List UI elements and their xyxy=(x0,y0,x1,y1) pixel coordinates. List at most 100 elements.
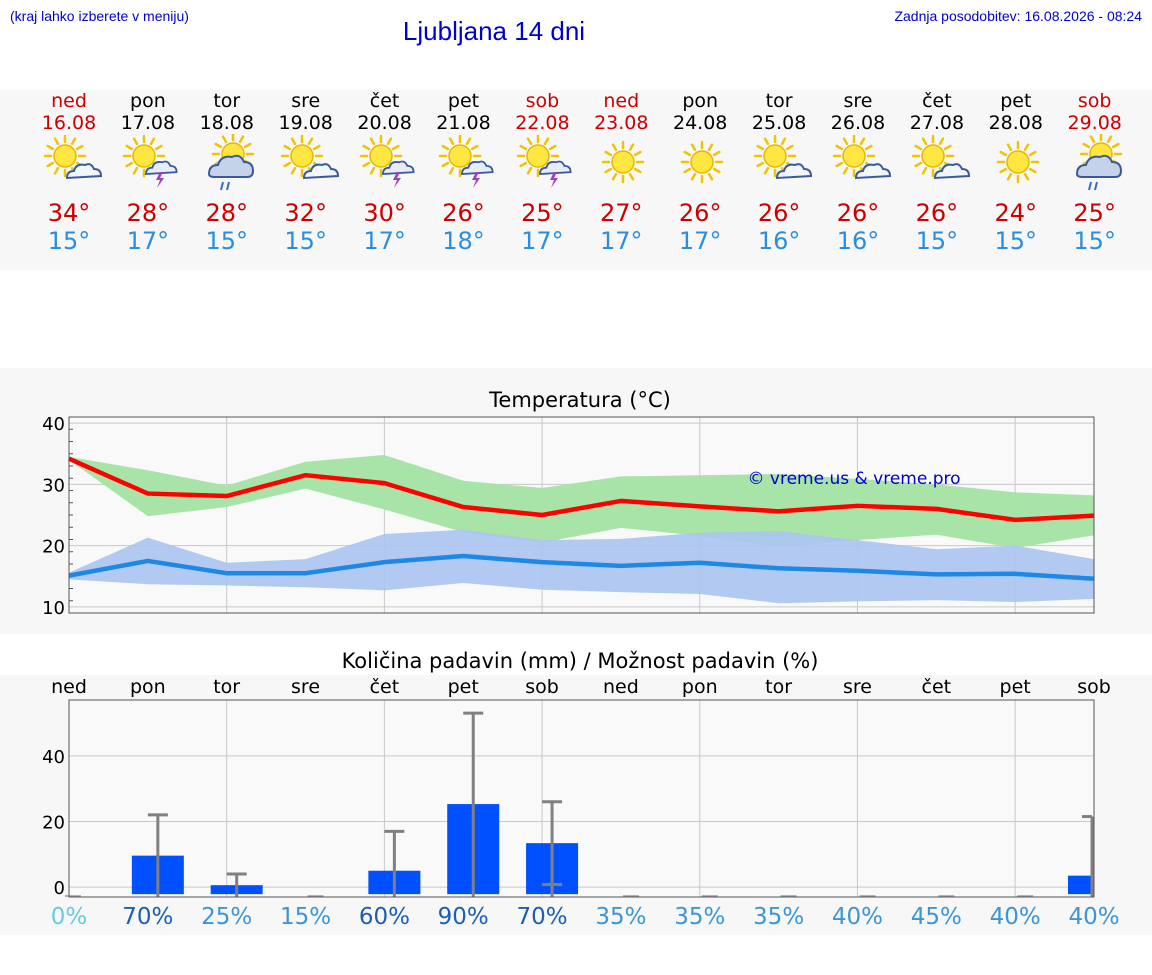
y-tick-label: 40 xyxy=(42,747,65,768)
day-name: pon xyxy=(682,90,719,112)
day-date: 17.08 xyxy=(120,112,176,134)
y-tick-label: 30 xyxy=(42,475,65,496)
min-temperature: 15° xyxy=(1073,227,1116,255)
plot-frame xyxy=(68,699,1095,898)
day-date: 16.08 xyxy=(41,112,97,134)
precipitation-probability: 35% xyxy=(674,904,726,930)
min-temperature-line xyxy=(68,553,1095,581)
x-tick-label: čet xyxy=(370,676,400,698)
x-tick-label: pon xyxy=(682,676,718,698)
x-tick-label: pet xyxy=(448,676,479,698)
max-temperature: 24° xyxy=(994,199,1038,227)
plot-area xyxy=(69,700,1094,897)
day-name: ned xyxy=(603,90,640,112)
min-temperature: 16° xyxy=(757,227,801,255)
max-temperature: 34° xyxy=(47,199,91,227)
max-temperature: 26° xyxy=(757,199,801,227)
min-temperature: 17° xyxy=(363,227,406,255)
sun-storm-icon xyxy=(512,134,576,194)
max-temperature-line xyxy=(68,456,1095,523)
precipitation-probability: 45% xyxy=(910,904,962,930)
max-temperature: 28° xyxy=(205,199,249,227)
day-name: čet xyxy=(922,90,952,112)
min-temperature: 15° xyxy=(284,227,327,255)
min-temperature: 15° xyxy=(915,227,959,255)
max-temperature: 25° xyxy=(1073,199,1116,227)
sun-storm-icon xyxy=(355,134,419,194)
location-hint: (kraj lahko izberete v meniju) xyxy=(10,8,189,24)
precipitation-probability: 90% xyxy=(437,904,489,930)
sun-cloud-icon xyxy=(907,134,971,194)
x-tick-label: tor xyxy=(213,676,240,698)
x-tick-label: sob xyxy=(1077,676,1111,698)
precipitation-probability: 60% xyxy=(358,904,410,930)
day-date: 27.08 xyxy=(909,112,965,134)
precipitation-probability: 35% xyxy=(595,904,647,930)
precipitation-probability: 15% xyxy=(279,904,332,930)
day-date: 21.08 xyxy=(436,112,491,134)
max-temperature: 26° xyxy=(678,199,722,227)
y-tick-label: 0 xyxy=(54,878,65,899)
page-title: Ljubljana 14 dni xyxy=(402,16,586,46)
day-name: sob xyxy=(525,90,560,112)
max-temperature: 26° xyxy=(442,199,485,227)
min-temperature: 17° xyxy=(678,227,722,255)
min-temperature: 17° xyxy=(126,227,170,255)
max-temperature: 26° xyxy=(836,199,880,227)
max-temperature: 26° xyxy=(915,199,959,227)
sun-icon xyxy=(591,134,655,194)
temperature-chart-title: Temperatura (°C) xyxy=(489,388,671,412)
day-date: 28.08 xyxy=(988,112,1043,134)
day-name: sre xyxy=(843,90,873,112)
sun-storm-icon xyxy=(118,134,182,194)
x-tick-label: tor xyxy=(765,676,792,698)
min-temperature: 15° xyxy=(47,227,91,255)
y-tick-label: 10 xyxy=(42,598,65,619)
min-temperature: 18° xyxy=(442,227,485,255)
day-date: 26.08 xyxy=(830,112,886,134)
day-name: pet xyxy=(1000,90,1032,112)
precipitation-bar xyxy=(1068,875,1094,895)
precipitation-probability: 70% xyxy=(122,904,174,930)
precipitation-probability: 70% xyxy=(516,904,568,930)
sun-rain-cloud-icon xyxy=(197,132,261,194)
min-temperature: 16° xyxy=(836,227,880,255)
day-name: tor xyxy=(765,90,793,112)
sun-icon xyxy=(670,134,734,194)
min-temperature: 15° xyxy=(994,227,1038,255)
precipitation-probability: 0% xyxy=(50,904,88,930)
last-update: Zadnja posodobitev: 16.08.2026 - 08:24 xyxy=(894,8,1142,24)
max-temperature: 25° xyxy=(521,199,564,227)
max-temperature: 30° xyxy=(363,199,406,227)
watermark: © vreme.us & vreme.pro xyxy=(747,469,960,489)
y-tick-label: 20 xyxy=(42,812,65,833)
precipitation-probability: 40% xyxy=(831,904,884,930)
precipitation-chart-title: Količina padavin (mm) / Možnost padavin … xyxy=(341,649,819,673)
precipitation-probability: 25% xyxy=(201,904,253,930)
sun-cloud-icon xyxy=(276,134,340,194)
day-date: 25.08 xyxy=(751,112,807,134)
plot-frame xyxy=(68,416,1095,614)
day-name: čet xyxy=(369,90,400,112)
day-name: pon xyxy=(130,90,166,112)
x-tick-label: sre xyxy=(843,676,872,698)
y-tick-label: 40 xyxy=(42,414,65,435)
sun-rain-cloud-icon xyxy=(1065,132,1129,194)
day-date: 18.08 xyxy=(199,112,254,134)
max-temperature: 27° xyxy=(600,199,643,227)
sun-cloud-icon xyxy=(39,134,103,194)
day-date: 24.08 xyxy=(672,112,728,134)
day-name: sre xyxy=(291,90,321,112)
forecast-strip xyxy=(0,90,1152,270)
max-temperature: 32° xyxy=(284,199,327,227)
min-temperature: 17° xyxy=(521,227,564,255)
day-name: sob xyxy=(1077,90,1112,112)
x-tick-label: sre xyxy=(291,676,320,698)
day-date: 22.08 xyxy=(515,112,570,134)
y-tick-label: 20 xyxy=(42,537,65,558)
x-tick-label: čet xyxy=(922,676,952,698)
day-date: 20.08 xyxy=(357,112,412,134)
x-tick-label: pon xyxy=(130,676,166,698)
